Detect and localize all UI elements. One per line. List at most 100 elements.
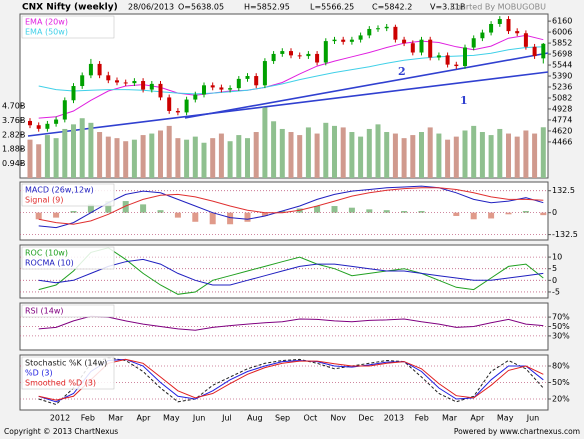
histogram-bar <box>401 211 408 213</box>
y-tick-label: 1.88B <box>2 145 25 154</box>
volume-bar <box>88 122 94 178</box>
candle-body <box>454 64 459 67</box>
candle-body <box>289 51 293 56</box>
legend-label: Smoothed %D (3) <box>25 379 96 388</box>
histogram-bar <box>470 212 477 220</box>
volume-bar <box>227 141 233 178</box>
candle-body <box>158 83 163 98</box>
legend-label: ROC (10w) <box>25 249 68 258</box>
histogram-bar <box>261 212 268 216</box>
y-tick-label: 10 <box>552 253 562 262</box>
y-tick-label: 0 <box>552 208 557 217</box>
x-tick-label: Feb <box>81 414 95 423</box>
volume-bar <box>497 128 503 178</box>
candle-body <box>141 81 146 90</box>
volume-bar <box>27 139 33 178</box>
volume-bar <box>79 118 85 178</box>
legend-label: ROCMA (10) <box>25 259 74 268</box>
series-line <box>38 315 544 331</box>
y-tick-label: 20% <box>552 395 570 404</box>
open-value: O=5638.05 <box>178 3 224 12</box>
series-line <box>38 187 544 225</box>
candle-body <box>445 55 450 65</box>
y-tick-label: 132.5 <box>552 186 575 195</box>
histogram-bar <box>418 211 425 213</box>
candle-body <box>71 86 76 101</box>
y-tick-label: 6006 <box>552 28 572 37</box>
volume-bar <box>53 138 59 178</box>
legend-box <box>21 15 115 39</box>
legend-box <box>21 356 115 390</box>
y-tick-label: 4466 <box>552 137 572 146</box>
candle-body <box>271 53 276 62</box>
histogram-bar <box>331 206 338 213</box>
histogram-bar <box>53 212 60 218</box>
volume-bar <box>401 138 407 178</box>
x-tick-label: May <box>163 414 180 423</box>
volume-bar <box>340 127 346 178</box>
candle-body <box>436 55 441 58</box>
candle-body <box>523 33 528 47</box>
annotation: 1 <box>460 94 468 107</box>
volume-bar <box>462 130 468 178</box>
volume-bar <box>184 139 190 178</box>
candle-body <box>489 23 494 33</box>
trend-line <box>27 71 549 137</box>
histogram-bar <box>87 204 94 213</box>
candle-body <box>471 38 476 48</box>
candle-body <box>402 39 407 44</box>
histogram-bar <box>383 210 390 213</box>
y-tick-label: 4620 <box>552 126 572 135</box>
volume-bar <box>279 128 285 178</box>
candle-body <box>132 81 137 84</box>
series-line <box>38 46 544 95</box>
candle-body <box>306 53 311 57</box>
volume-bar <box>358 136 364 178</box>
volume-bar <box>436 133 442 178</box>
x-tick-label: Dec <box>358 414 373 423</box>
y-tick-label: -132.5 <box>552 230 578 239</box>
candle-body <box>193 94 198 100</box>
volume-bar <box>253 132 259 178</box>
volume-bar <box>445 139 451 178</box>
candle-body <box>45 123 50 129</box>
volume-bar <box>419 132 424 178</box>
volume-bar <box>210 138 216 178</box>
volume-bar <box>349 132 355 178</box>
date: 28/06/2013 <box>128 3 174 12</box>
x-tick-label: Jul <box>221 414 232 423</box>
candle-body <box>506 18 511 32</box>
candle-body <box>236 78 241 89</box>
credit: Charted By MOBUGOBU <box>450 3 546 12</box>
x-tick-label: May <box>497 414 514 423</box>
histogram-bar <box>105 201 112 213</box>
y-tick-label: 80% <box>552 362 570 371</box>
candle-body <box>367 28 372 36</box>
x-tick-label: Aug <box>247 414 263 423</box>
volume-bar <box>375 124 381 178</box>
volume-bar <box>314 133 320 178</box>
candle-body <box>323 41 328 63</box>
histogram-bar <box>348 207 355 213</box>
candle-body <box>419 39 424 53</box>
x-tick-label: 2012 <box>50 414 70 423</box>
candle-body <box>428 39 433 58</box>
candle-body <box>463 47 467 67</box>
volume-bar <box>384 132 390 178</box>
x-tick-label: Apr <box>470 414 485 423</box>
volume-bar <box>218 133 224 178</box>
volume-bar <box>271 121 277 178</box>
series-line <box>38 258 544 286</box>
volume-bar <box>532 133 538 178</box>
footer-left: Copyright © 2013 ChartNexus <box>4 427 118 436</box>
y-tick-label: 4774 <box>552 115 572 124</box>
x-tick-label: Nov <box>330 414 346 423</box>
volume-bar <box>192 136 198 178</box>
candle-body <box>219 87 224 90</box>
candle-body <box>115 80 119 83</box>
x-tick-label: Mar <box>442 414 458 423</box>
candle-body <box>28 120 32 126</box>
volume-bar <box>288 132 294 178</box>
candle-body <box>315 53 320 63</box>
volume-bar <box>105 136 111 178</box>
